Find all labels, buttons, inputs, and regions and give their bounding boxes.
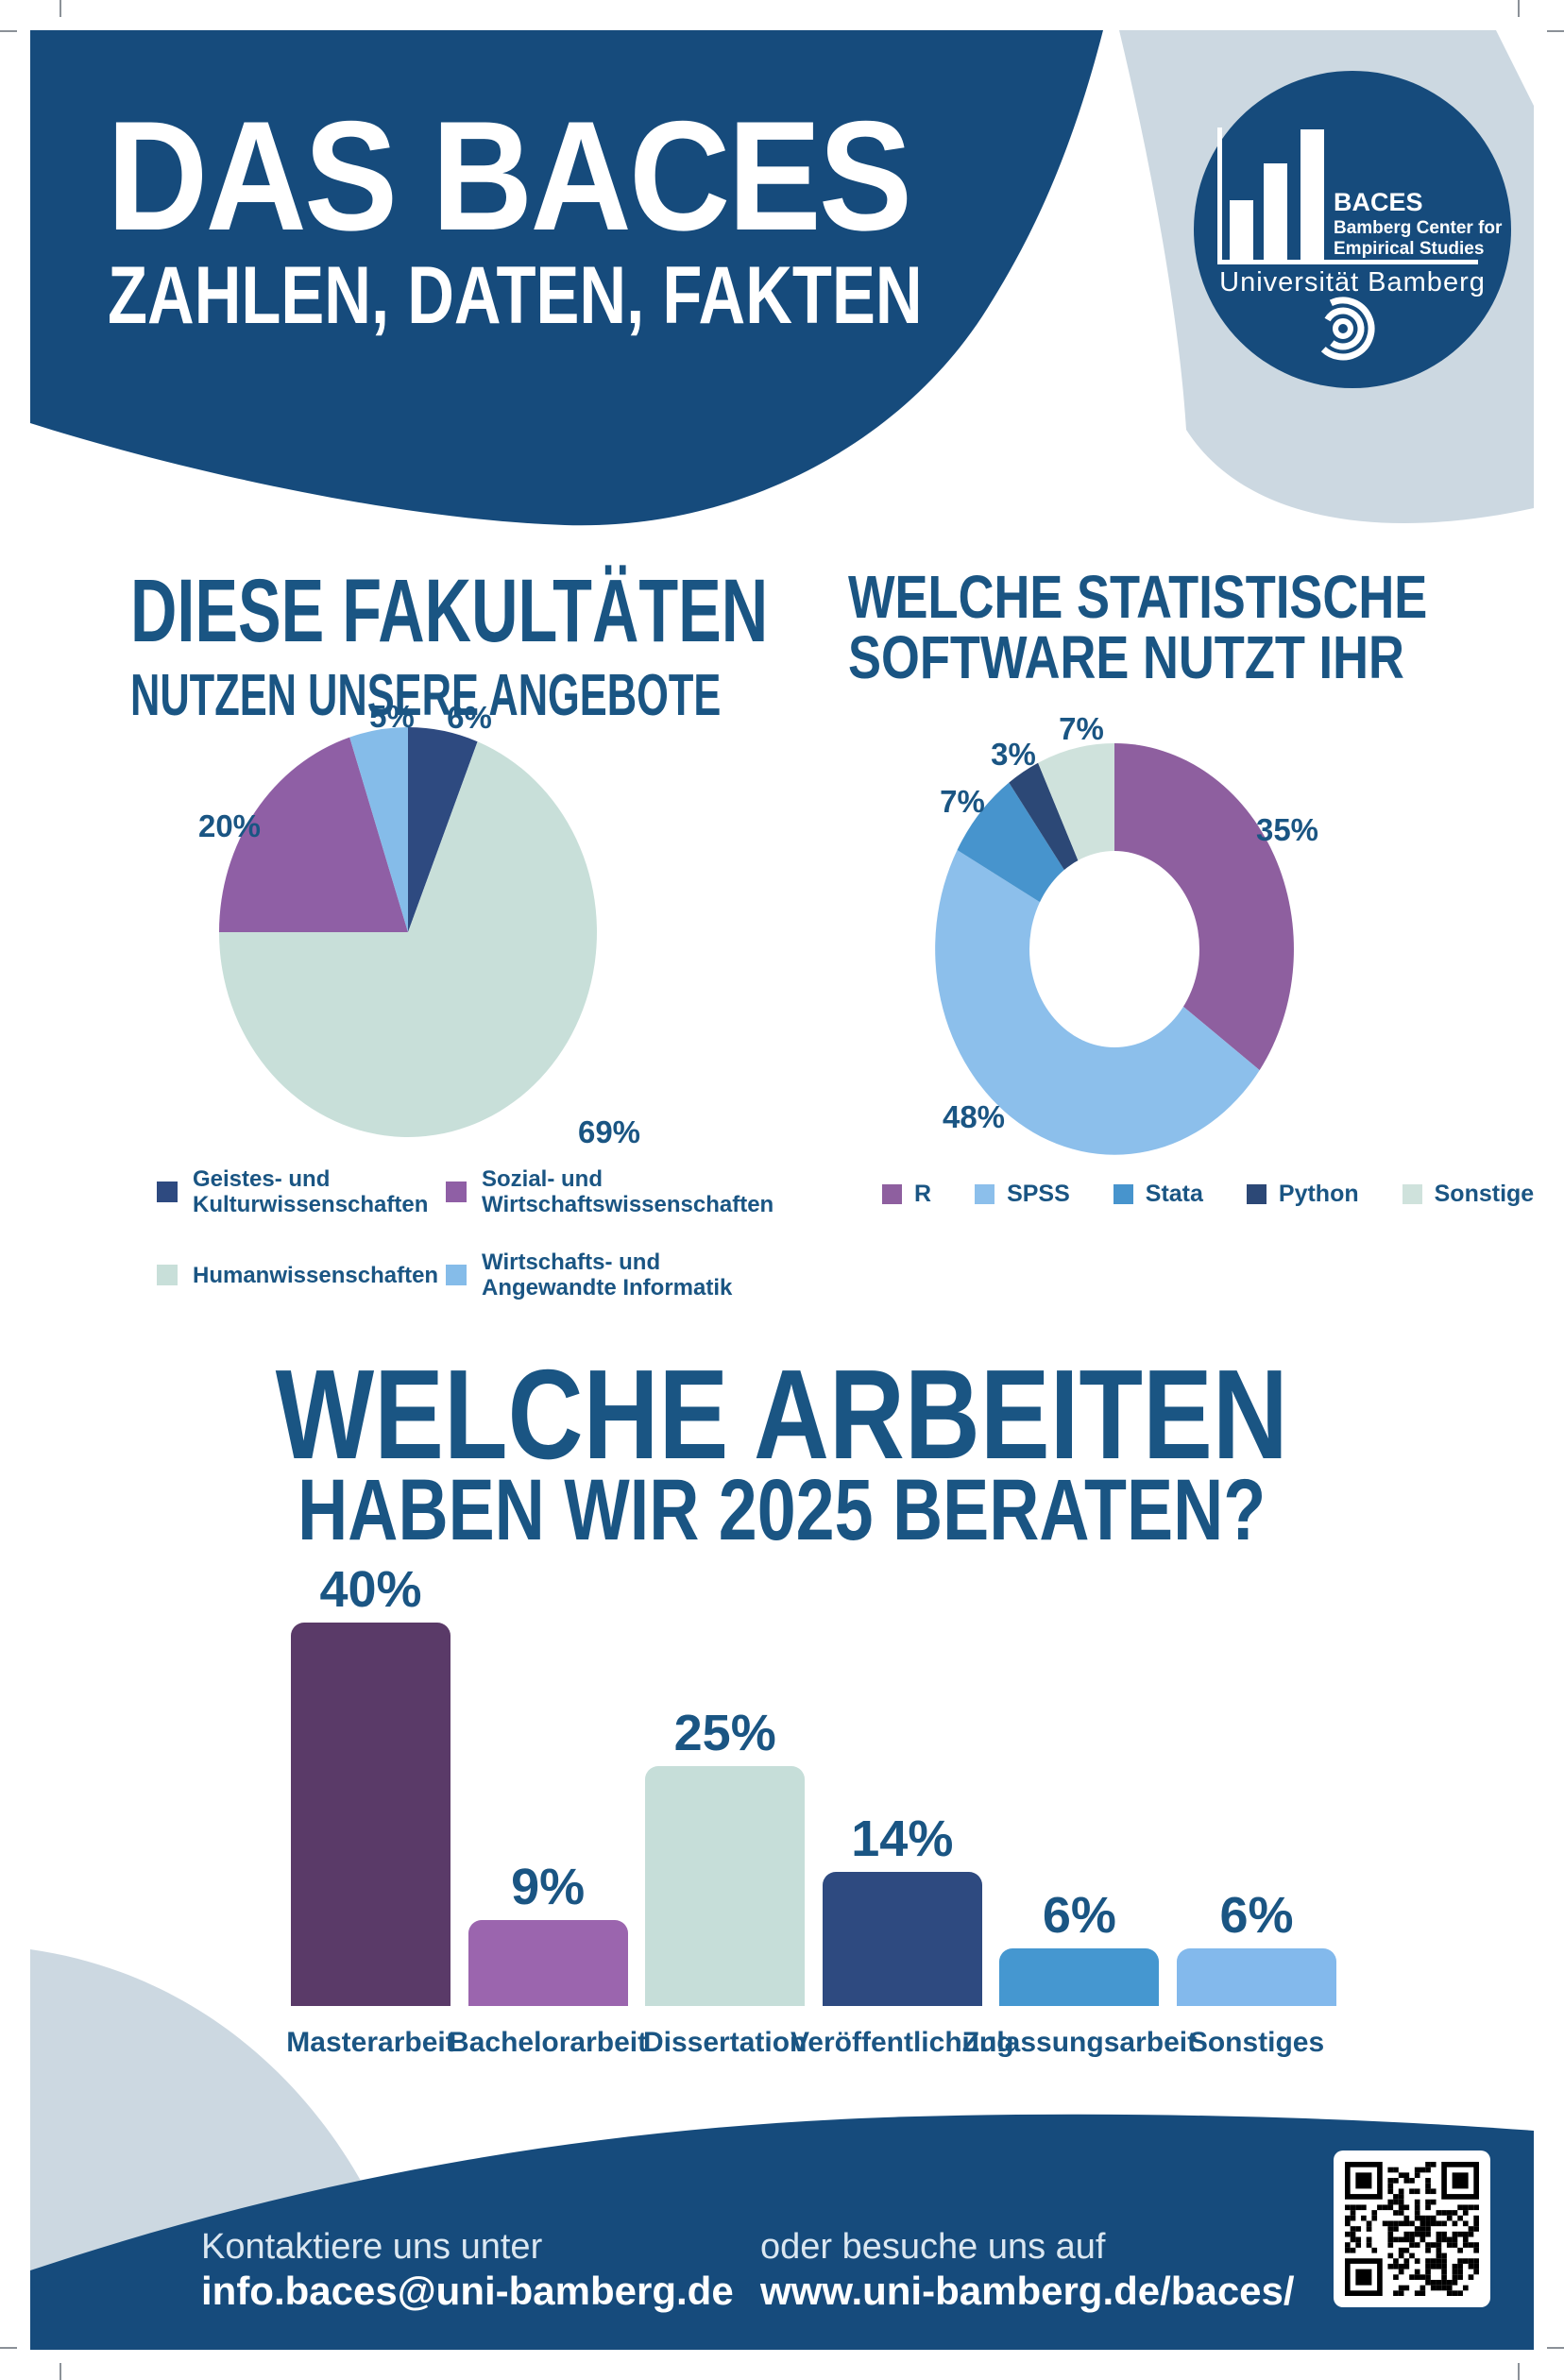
bar-label-dissertation: Dissertation xyxy=(642,2027,808,2058)
software-pct-python: 3% xyxy=(991,737,1036,772)
bar-label-bachelorarbeit: Bachelorarbeit xyxy=(449,2027,648,2058)
legend-label: R xyxy=(914,1181,932,1207)
legend-swatch xyxy=(446,1265,467,1285)
legend-item-humanwissenschaften: Humanwissenschaften xyxy=(157,1263,446,1288)
bar-bachelorarbeit xyxy=(468,1919,628,2006)
bar-label-zulassungsarbeit: Zulassungsarbeit xyxy=(961,2027,1198,2058)
legend-item-python: Python xyxy=(1246,1181,1359,1208)
bar-value-masterarbeit: 40% xyxy=(319,1561,422,1618)
qr-code-pattern xyxy=(1345,2162,1479,2296)
legend-item-r: R xyxy=(882,1181,931,1208)
bar-sonstiges xyxy=(1177,1948,1336,2006)
bar-chart-title-line1-wrap: WELCHE ARBEITEN xyxy=(0,1351,1564,1478)
contact-email[interactable]: info.baces@uni-bamberg.de xyxy=(201,2269,734,2313)
legend-item-sonstige: Sonstige xyxy=(1402,1181,1535,1208)
legend-label: Python xyxy=(1278,1181,1359,1207)
faculty-chart-title-line2: NUTZEN UNSERE ANGEBOTE xyxy=(130,663,722,728)
legend-swatch xyxy=(157,1182,178,1202)
faculty-pct-sozial: 20% xyxy=(197,808,262,843)
legend-label: SPSS xyxy=(1007,1181,1070,1207)
bar-value-veröffentlichung: 14% xyxy=(851,1810,954,1867)
software-legend: R SPSS Stata Python Sonstige xyxy=(882,1181,1534,1208)
visit-url[interactable]: www.uni-bamberg.de/baces/ xyxy=(760,2269,1295,2313)
legend-swatch xyxy=(1246,1184,1266,1204)
legend-swatch xyxy=(157,1265,178,1285)
bar-value-bachelorarbeit: 9% xyxy=(511,1858,586,1915)
legend-swatch xyxy=(446,1182,467,1202)
faculty-legend: Geistes- und Kulturwissenschaften Humanwis… xyxy=(157,1150,774,1317)
software-pct-r: 35% xyxy=(1255,812,1319,847)
contact-label: Kontaktiere uns unter xyxy=(201,2227,543,2267)
software-donut-slice-R xyxy=(1114,743,1294,1071)
legend-label: Sonstige xyxy=(1434,1181,1535,1207)
legend-swatch xyxy=(1402,1184,1422,1204)
legend-swatch xyxy=(1113,1184,1133,1204)
legend-item-sozial-und: Sozial- und Wirtschaftswissenschaften xyxy=(446,1166,774,1217)
bar-value-dissertation: 25% xyxy=(673,1705,776,1762)
bar-masterarbeit xyxy=(291,1623,450,2006)
legend-label: Humanwissenschaften xyxy=(193,1262,439,1288)
software-donut-hole xyxy=(1029,851,1199,1047)
software-chart-title-line2: SOFTWARE NUTZT IHR xyxy=(848,623,1404,691)
legend-label: Sozial- und Wirtschaftswissenschaften xyxy=(482,1166,774,1217)
bar-value-sonstiges: 6% xyxy=(1219,1887,1294,1945)
logo-org-sub1: Bamberg Center for xyxy=(1334,218,1503,238)
legend-item-spss: SPSS xyxy=(975,1181,1070,1208)
legend-label: Geistes- und Kulturwissenschaften xyxy=(193,1166,429,1217)
bar-value-zulassungsarbeit: 6% xyxy=(1042,1887,1116,1945)
faculty-pct-informatik: 5% xyxy=(369,699,415,734)
qr-code[interactable] xyxy=(1334,2150,1490,2307)
visit-label: oder besuche uns auf xyxy=(760,2227,1106,2267)
software-pct-stata: 7% xyxy=(940,784,985,819)
legend-swatch xyxy=(975,1184,995,1204)
legend-item-wirtschafts-und: Wirtschafts- und Angewandte Informatik xyxy=(446,1250,774,1300)
bar-chart-title-line1: WELCHE ARBEITEN xyxy=(275,1343,1289,1486)
legend-item-stata: Stata xyxy=(1113,1181,1203,1208)
logo-org-name: BACES xyxy=(1334,188,1423,216)
faculty-chart-title-line1: DIESE FAKULTÄTEN xyxy=(130,561,769,661)
logo-org-sub2: Empirical Studies xyxy=(1334,239,1485,259)
bar-zulassungsarbeit xyxy=(999,1948,1160,2006)
legend-item-geistes-und: Geistes- und Kulturwissenschaften xyxy=(157,1166,446,1217)
software-chart-title-line1: WELCHE STATISTISCHE xyxy=(848,563,1428,631)
software-pct-spss: 48% xyxy=(942,1099,1006,1134)
bar-veröffentlichung xyxy=(822,1871,982,2006)
university-spiral-icon xyxy=(1311,297,1375,361)
faculty-pie-slice-Wirtschafts- und Angewandte Informatik xyxy=(349,726,408,932)
bar-label-sonstiges: Sonstiges xyxy=(1188,2027,1325,2058)
poster-title: DAS BACES xyxy=(107,89,912,263)
legend-label: Wirtschafts- und Angewandte Informatik xyxy=(482,1250,733,1300)
software-pct-sonstige: 7% xyxy=(1059,711,1104,746)
bar-chart-title-line2-wrap: HABEN WIR 2025 BERATEN? xyxy=(0,1467,1564,1554)
logo-university: Universität Bamberg xyxy=(1219,267,1486,298)
faculty-pct-geistes: 6% xyxy=(447,700,492,735)
software-donut-slice-Python xyxy=(1009,762,1114,949)
bar-label-veröffentlichung: Veröffentlichung xyxy=(790,2027,1014,2058)
poster-subtitle: ZAHLEN, DATEN, FAKTEN xyxy=(108,250,923,341)
baces-logo-badge: BACES Bamberg Center for Empirical Studi… xyxy=(1194,71,1511,388)
legend-swatch xyxy=(882,1184,902,1204)
faculty-pct-human: 69% xyxy=(577,1114,641,1149)
faculty-pie-slice-Humanwissenschaften xyxy=(219,741,597,1137)
legend-label: Stata xyxy=(1145,1181,1203,1207)
faculty-pie-slice-Geistes- und Kulturwissenschaften xyxy=(408,727,478,932)
bar-dissertation xyxy=(645,1766,806,2006)
bar-chart-title-line2: HABEN WIR 2025 BERATEN? xyxy=(298,1462,1266,1558)
bar-label-masterarbeit: Masterarbeit xyxy=(286,2027,455,2058)
software-donut-slice-Sonstige xyxy=(1038,743,1114,949)
